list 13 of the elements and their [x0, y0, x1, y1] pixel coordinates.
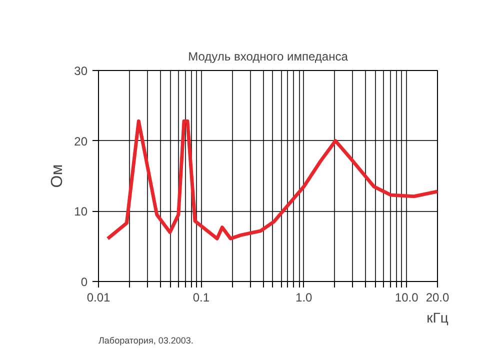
y-tick-label: 30 [74, 64, 88, 78]
x-axis-title: кГц [426, 310, 448, 326]
x-tick-label: 1.0 [296, 290, 313, 304]
x-tick-label: 10.0 [394, 290, 419, 304]
y-axis-title: Ом [49, 164, 66, 188]
x-tick-label: 0.01 [86, 290, 111, 304]
text: Лаборатория, 03.2003. [98, 336, 194, 346]
chart-title: Модуль входного импеданса [188, 50, 348, 64]
y-tick-label: 0 [80, 275, 88, 289]
x-tick-label: 0.1 [192, 290, 210, 304]
y-tick-label: 10 [74, 204, 88, 219]
x-tick-label: 20.0 [426, 290, 450, 304]
y-tick-label: 20 [74, 134, 88, 148]
